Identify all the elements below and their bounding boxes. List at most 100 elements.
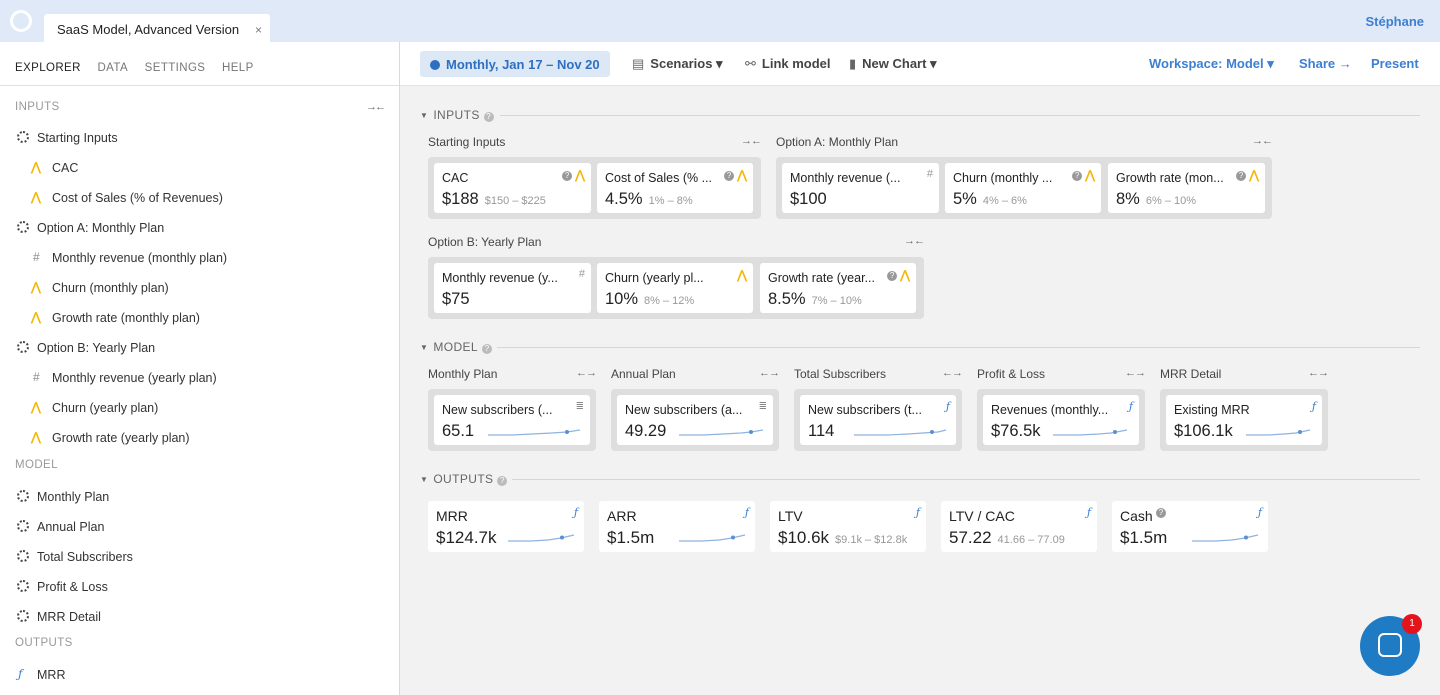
link-model-button[interactable]: ⚯ Link model xyxy=(745,56,831,72)
present-button[interactable]: Present xyxy=(1371,56,1419,71)
input-card-growth-monthly[interactable]: Growth rate (mon... ? ⋀ 8% 6% – 10% xyxy=(1108,163,1265,213)
input-card-churn-monthly[interactable]: Churn (monthly ... ? ⋀ 5% 4% – 6% xyxy=(945,163,1101,213)
sidebar-input-item[interactable]: # Monthly revenue (yearly plan) xyxy=(0,363,399,393)
output-card[interactable]: Cash? ƒ $1.5m xyxy=(1112,501,1268,552)
help-icon[interactable]: ? xyxy=(562,171,573,181)
model-card-existing-mrr[interactable]: Existing MRR ƒ $106.1k xyxy=(1166,395,1322,445)
sidebar-input-item[interactable]: Starting Inputs xyxy=(0,123,399,153)
group-title[interactable]: Option A: Monthly Plan xyxy=(776,135,899,149)
sidebar-input-item[interactable]: ⋀ CAC xyxy=(0,153,399,183)
input-card-cost-of-sales[interactable]: Cost of Sales (% ... ? ⋀ 4.5% 1% – 8% xyxy=(597,163,753,213)
input-card-cac[interactable]: CAC ? ⋀ $188 $150 – $225 xyxy=(434,163,591,213)
input-card-monthly-revenue-yearly[interactable]: Monthly revenue (y... # $75 xyxy=(434,263,591,313)
group-title[interactable]: Total Subscribers xyxy=(794,367,887,381)
tab-settings[interactable]: SETTINGS xyxy=(144,62,206,74)
value-text: 5% xyxy=(953,190,977,208)
card-title: CAC xyxy=(442,171,469,185)
group-title[interactable]: Option B: Yearly Plan xyxy=(428,235,542,249)
user-menu[interactable]: Stéphane xyxy=(1365,14,1424,29)
group-title[interactable]: Annual Plan xyxy=(611,367,676,381)
sidebar-input-item[interactable]: ⋀ Churn (monthly plan) xyxy=(0,273,399,303)
help-icon[interactable]: ? xyxy=(724,171,735,181)
sidebar-model-item[interactable]: MRR Detail xyxy=(0,602,399,632)
new-chart-menu[interactable]: ▮ New Chart ▾ xyxy=(849,56,937,72)
sidebar-model-item[interactable]: Total Subscribers xyxy=(0,542,399,572)
model-card-new-subscribers-monthly[interactable]: New subscribers (... ≣ 65.1 xyxy=(434,395,590,445)
group-title[interactable]: Profit & Loss xyxy=(977,367,1046,381)
expand-icon[interactable]: ←→ xyxy=(759,367,780,379)
expand-icon[interactable]: ←→ xyxy=(576,367,597,379)
inputs-section-header[interactable]: ▼ INPUTS? xyxy=(420,108,494,122)
output-card[interactable]: MRR ƒ $124.7k xyxy=(428,501,584,552)
output-card[interactable]: LTV / CAC ƒ 57.22 41.66 – 77.09 xyxy=(941,501,1097,552)
help-icon[interactable]: ? xyxy=(1072,171,1083,181)
output-card[interactable]: LTV ƒ $10.6k $9.1k – $12.8k xyxy=(770,501,926,552)
sidebar-model-item[interactable]: Annual Plan xyxy=(0,512,399,542)
help-icon[interactable]: ? xyxy=(1155,508,1166,518)
sidebar-input-item[interactable]: ⋀ Growth rate (yearly plan) xyxy=(0,423,399,453)
help-icon[interactable]: ? xyxy=(483,112,494,122)
expand-icon[interactable]: ←→ xyxy=(1308,367,1329,379)
group-title[interactable]: Monthly Plan xyxy=(428,367,498,381)
collapse-icon[interactable]: →← xyxy=(904,235,925,247)
close-icon[interactable]: × xyxy=(254,23,262,37)
collapse-icon[interactable]: →← xyxy=(1252,135,1273,147)
sidebar-input-item[interactable]: ⋀ Growth rate (monthly plan) xyxy=(0,303,399,333)
card-icons: ? ⋀ xyxy=(562,168,585,182)
card-title: Growth rate (mon... xyxy=(1116,171,1224,185)
expand-icon[interactable]: ←→ xyxy=(1125,367,1146,379)
card-icons: ƒ xyxy=(1087,506,1091,519)
scenarios-menu[interactable]: ▤ Scenarios ▾ xyxy=(632,56,723,72)
model-card-revenues-monthly[interactable]: Revenues (monthly... ƒ $76.5k xyxy=(983,395,1139,445)
share-button[interactable]: Share → xyxy=(1299,56,1352,71)
document-tab[interactable]: SaaS Model, Advanced Version × xyxy=(44,14,270,42)
model-card-new-subscribers-total[interactable]: New subscribers (t... ƒ 114 xyxy=(800,395,956,445)
clock-icon xyxy=(430,60,440,70)
workspace-menu[interactable]: Workspace: Model ▾ xyxy=(1149,56,1274,71)
app-logo-icon[interactable] xyxy=(10,10,32,32)
value-text: 8% xyxy=(1116,190,1140,208)
sparkline xyxy=(854,429,947,436)
date-range-button[interactable]: Monthly, Jan 17 – Nov 20 xyxy=(420,51,610,77)
sidebar-item-label: Monthly revenue (monthly plan) xyxy=(52,251,228,265)
tab-data[interactable]: DATA xyxy=(97,62,129,74)
sidebar-model-item[interactable]: Profit & Loss xyxy=(0,572,399,602)
card-value: 8% 6% – 10% xyxy=(1116,190,1196,209)
group-option-b: Option B: Yearly Plan →← Monthly revenue… xyxy=(428,235,925,319)
expand-icon[interactable]: ←→ xyxy=(942,367,963,379)
collapse-all-icon[interactable]: →← xyxy=(366,101,386,113)
group-title[interactable]: Starting Inputs xyxy=(428,135,506,149)
sidebar-output-item[interactable]: ƒ MRR xyxy=(0,660,399,690)
output-card[interactable]: ARR ƒ $1.5m xyxy=(599,501,755,552)
distribution-icon: ⋀ xyxy=(575,168,585,182)
value-text: $75 xyxy=(442,290,470,308)
help-icon[interactable]: ? xyxy=(887,271,898,281)
sidebar-model-item[interactable]: Monthly Plan xyxy=(0,482,399,512)
value-range: $9.1k – $12.8k xyxy=(835,534,908,546)
collapse-icon[interactable]: →← xyxy=(741,135,762,147)
input-card-growth-yearly[interactable]: Growth rate (year... ? ⋀ 8.5% 7% – 10% xyxy=(760,263,916,313)
sparkline xyxy=(679,429,764,436)
sidebar-input-item[interactable]: ⋀ Churn (yearly plan) xyxy=(0,393,399,423)
sidebar-input-item[interactable]: Option B: Yearly Plan xyxy=(0,333,399,363)
sidebar-input-item[interactable]: ⋀ Cost of Sales (% of Revenues) xyxy=(0,183,399,213)
help-icon[interactable]: ? xyxy=(482,344,493,354)
model-card-new-subscribers-annual[interactable]: New subscribers (a... ≣ 49.29 xyxy=(617,395,773,445)
chat-launcher-button[interactable]: 1 xyxy=(1360,614,1422,676)
input-card-monthly-revenue[interactable]: Monthly revenue (... # $100 xyxy=(782,163,939,213)
tab-help[interactable]: HELP xyxy=(222,62,254,74)
sidebar-input-item[interactable]: # Monthly revenue (monthly plan) xyxy=(0,243,399,273)
model-section-header[interactable]: ▼ MODEL? xyxy=(420,340,493,354)
help-icon[interactable]: ? xyxy=(497,476,508,486)
outputs-section-header[interactable]: ▼ OUTPUTS? xyxy=(420,472,508,486)
function-icon: ƒ xyxy=(18,667,23,681)
card-value: 5% 4% – 6% xyxy=(953,190,1027,209)
help-icon[interactable]: ? xyxy=(1236,171,1247,181)
notification-badge: 1 xyxy=(1402,614,1422,634)
sidebar-input-item[interactable]: Option A: Monthly Plan xyxy=(0,213,399,243)
group-title[interactable]: MRR Detail xyxy=(1160,367,1222,381)
tab-explorer[interactable]: EXPLORER xyxy=(15,62,81,74)
input-card-churn-yearly[interactable]: Churn (yearly pl... ⋀ 10% 8% – 12% xyxy=(597,263,753,313)
card-title: Cash xyxy=(1120,508,1153,524)
value-range: 6% – 10% xyxy=(1145,195,1197,207)
